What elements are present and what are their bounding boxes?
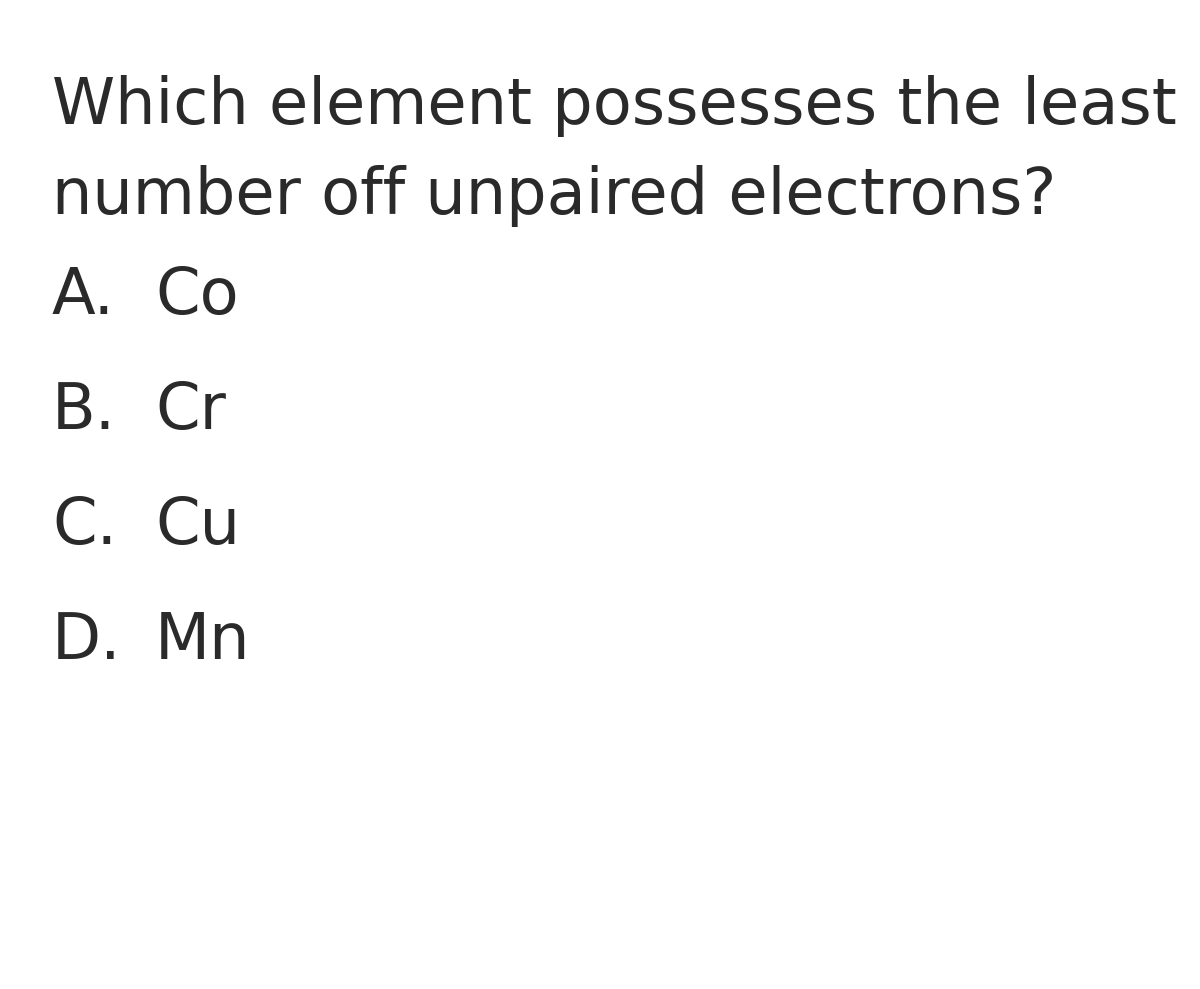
Text: Cu: Cu — [155, 495, 240, 557]
Text: Co: Co — [155, 265, 239, 327]
Text: B.: B. — [52, 380, 116, 442]
Text: Which element possesses the least: Which element possesses the least — [52, 75, 1177, 137]
Text: number off unpaired electrons?: number off unpaired electrons? — [52, 165, 1056, 227]
Text: D.: D. — [52, 610, 121, 672]
Text: Cr: Cr — [155, 380, 226, 442]
Text: Mn: Mn — [155, 610, 251, 672]
Text: A.: A. — [52, 265, 115, 327]
Text: C.: C. — [52, 495, 118, 557]
